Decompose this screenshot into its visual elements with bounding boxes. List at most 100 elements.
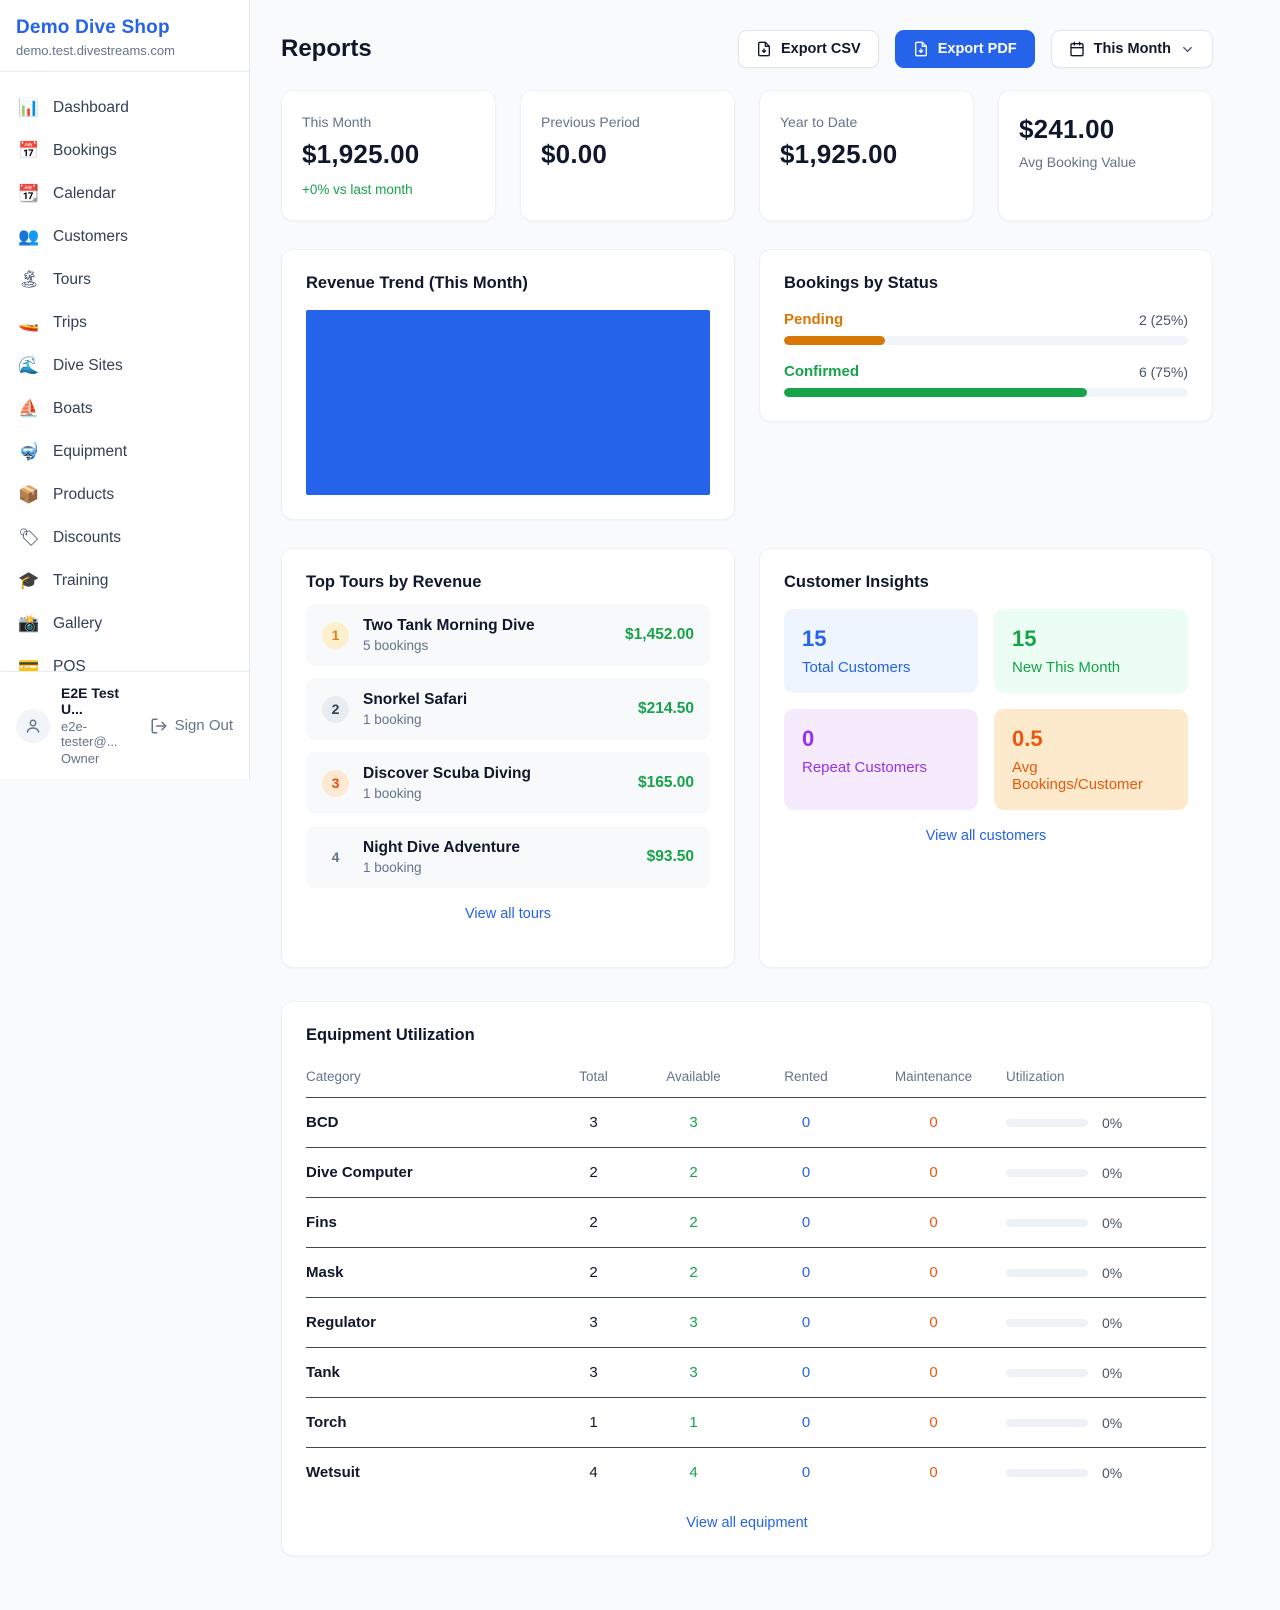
table-row: Regulator 3 3 0 0 0% <box>306 1297 1206 1348</box>
sidebar-item-gallery[interactable]: 📸 Gallery <box>8 602 241 645</box>
equipment-icon: 🤿 <box>18 441 40 461</box>
sidebar-item-label: Boats <box>53 399 93 417</box>
export-pdf-label: Export PDF <box>937 41 1017 57</box>
sidebar-item-label: Tours <box>53 270 91 288</box>
sidebar-item-equipment[interactable]: 🤿 Equipment <box>8 430 241 473</box>
sidebar-nav: 📊 Dashboard 📅 Bookings 📆 Calendar 👥 Cust… <box>0 72 249 672</box>
sidebar-item-trips[interactable]: 🚤 Trips <box>8 301 241 344</box>
cell-category: Torch <box>306 1397 551 1448</box>
sidebar-item-bookings[interactable]: 📅 Bookings <box>8 129 241 172</box>
tile-total-customers: 15 Total Customers <box>784 609 978 693</box>
utilization-pct: 0% <box>1102 1164 1123 1181</box>
status-label: Confirmed <box>784 363 859 380</box>
sidebar-user-footer: E2E Test U... e2e-tester@... Owner Sign … <box>0 671 249 779</box>
cell-utilization: 0% <box>1006 1448 1206 1498</box>
cell-rented: 0 <box>801 1464 811 1481</box>
stat-label: Previous Period <box>541 114 640 130</box>
sidebar-item-calendar[interactable]: 📆 Calendar <box>8 172 241 215</box>
period-dropdown[interactable]: This Month <box>1050 30 1213 68</box>
stat-card-this-month: This Month $1,925.00 +0% vs last month <box>281 90 496 221</box>
cell-rented: 0 <box>751 1147 861 1198</box>
tour-amount: $214.50 <box>637 700 694 717</box>
cell-available: 2 <box>636 1147 751 1198</box>
stat-value: $1,925.00 <box>302 139 420 169</box>
tour-bookings: 1 booking <box>363 860 422 875</box>
cell-rented: 0 <box>751 1347 861 1398</box>
export-pdf-button[interactable]: Export PDF <box>894 30 1035 68</box>
user-name: E2E Test U... <box>61 685 120 717</box>
utilization-pct: 0% <box>1102 1314 1123 1331</box>
tour-amount: $165.00 <box>637 774 694 791</box>
cell-rented: 0 <box>751 1097 861 1148</box>
sign-out-button[interactable]: Sign Out <box>150 717 233 735</box>
status-bar-track <box>784 388 1188 397</box>
sidebar-item-label: Products <box>53 485 115 503</box>
tour-bookings: 1 booking <box>363 786 422 801</box>
tour-row: 1 Two Tank Morning Dive 5 bookings $1,45… <box>306 604 710 666</box>
col-utilization: Utilization <box>1006 1059 1206 1098</box>
export-csv-button[interactable]: Export CSV <box>737 30 879 68</box>
stat-value: $241.00 <box>1019 114 1115 144</box>
cell-category: Regulator <box>306 1297 551 1348</box>
table-row: Fins 2 2 0 0 0% <box>306 1197 1206 1248</box>
page-title: Reports <box>281 35 372 62</box>
bookings-by-status-title: Bookings by Status <box>784 274 939 292</box>
sidebar: Demo Dive Shop demo.test.divestreams.com… <box>0 0 250 779</box>
cell-available: 4 <box>689 1464 698 1481</box>
shop-title: Demo Dive Shop <box>16 17 170 38</box>
utilization-bar <box>1006 1218 1088 1227</box>
cell-total: 2 <box>551 1147 636 1198</box>
stat-value: $0.00 <box>541 139 608 169</box>
view-all-equipment-link[interactable]: View all equipment <box>686 1515 808 1531</box>
utilization-bar <box>1006 1418 1088 1427</box>
sidebar-item-dashboard[interactable]: 📊 Dashboard <box>8 86 241 129</box>
sidebar-item-training[interactable]: 🎓 Training <box>8 559 241 602</box>
insight-tiles: 15 Total Customers 15 New This Month 0 R… <box>784 609 1188 810</box>
tile-label: New This Month <box>1012 659 1121 676</box>
cell-available: 2 <box>636 1247 751 1298</box>
sidebar-item-products[interactable]: 📦 Products <box>8 473 241 516</box>
view-all-customers-link[interactable]: View all customers <box>925 828 1047 844</box>
utilization-bar <box>1006 1118 1088 1127</box>
sidebar-item-label: Calendar <box>53 184 116 202</box>
cell-maintenance: 0 <box>861 1347 1006 1398</box>
customers-icon: 👥 <box>18 226 40 246</box>
cell-rented: 0 <box>751 1247 861 1298</box>
cell-total: 2 <box>551 1197 636 1248</box>
tile-value: 0.5 <box>1012 726 1043 751</box>
view-all-tours-link[interactable]: View all tours <box>465 906 551 922</box>
sidebar-item-discounts[interactable]: 🏷 Discounts <box>8 516 241 559</box>
sidebar-item-pos[interactable]: 💳 POS <box>8 645 241 672</box>
sidebar-item-tours[interactable]: 🏝 Tours <box>8 258 241 301</box>
cell-utilization: 0% <box>1006 1297 1206 1348</box>
sidebar-item-label: Gallery <box>53 614 103 632</box>
sidebar-item-boats[interactable]: ⛵ Boats <box>8 387 241 430</box>
cell-utilization: 0% <box>1006 1197 1206 1248</box>
cell-maintenance: 0 <box>861 1297 1006 1348</box>
sign-out-label: Sign Out <box>174 717 233 734</box>
tile-label: Avg Bookings/Customer <box>1012 759 1143 793</box>
revenue-trend-card: Revenue Trend (This Month) <box>281 249 735 520</box>
revenue-trend-title: Revenue Trend (This Month) <box>306 274 528 292</box>
utilization-bar <box>1006 1468 1088 1477</box>
gallery-icon: 📸 <box>18 613 40 633</box>
utilization-bar <box>1006 1168 1088 1177</box>
cell-maintenance: 0 <box>929 1464 938 1481</box>
rank-badge: 1 <box>322 621 349 649</box>
tour-name: Snorkel Safari <box>363 691 468 708</box>
bookings-icon: 📅 <box>18 140 40 160</box>
shop-domain: demo.test.divestreams.com <box>16 43 175 58</box>
cell-category: BCD <box>306 1097 551 1148</box>
sidebar-item-customers[interactable]: 👥 Customers <box>8 215 241 258</box>
cell-maintenance: 0 <box>861 1197 1006 1248</box>
sidebar-item-dive-sites[interactable]: 🌊 Dive Sites <box>8 344 241 387</box>
cell-utilization: 0% <box>1006 1397 1206 1448</box>
sidebar-item-label: Discounts <box>53 528 122 546</box>
charts-row: Revenue Trend (This Month) Bookings by S… <box>281 249 1213 520</box>
status-bar-fill <box>784 388 1087 397</box>
sidebar-item-label: Trips <box>53 313 87 331</box>
tour-name: Two Tank Morning Dive <box>363 617 535 634</box>
tile-label: Repeat Customers <box>802 759 928 776</box>
user-email: e2e-tester@... <box>61 719 118 749</box>
utilization-pct: 0% <box>1102 1364 1123 1381</box>
